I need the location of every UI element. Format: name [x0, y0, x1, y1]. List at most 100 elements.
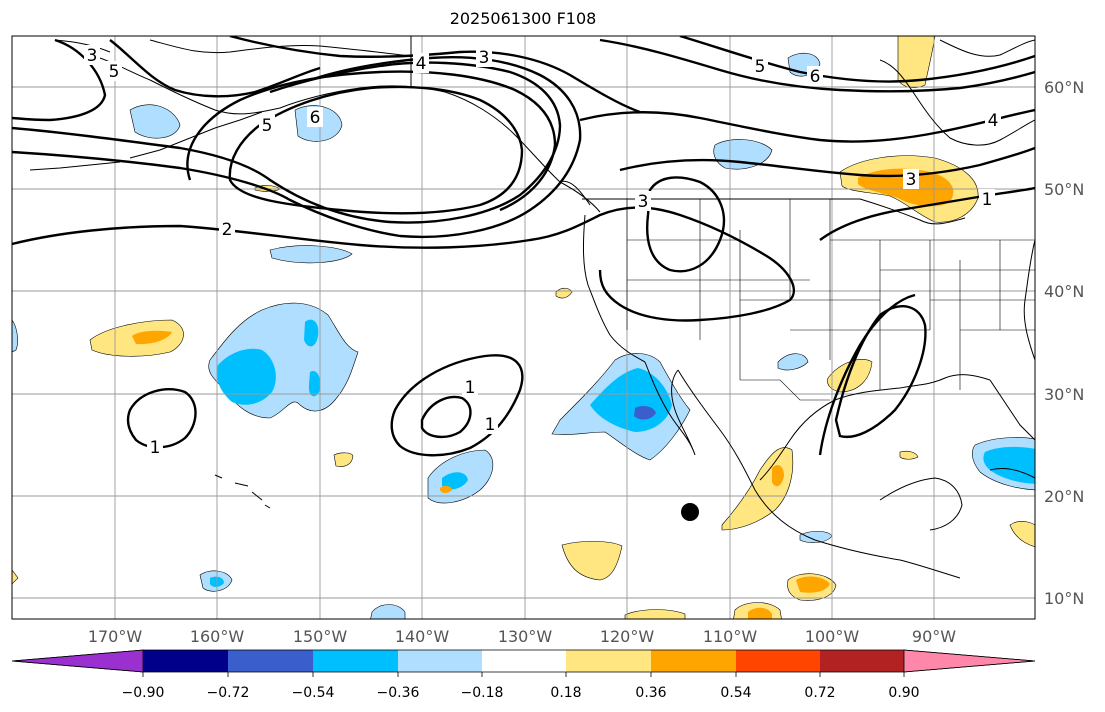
lon-tick: 140°W: [395, 627, 450, 646]
contour-label: 6: [310, 108, 321, 128]
lat-tick: 30°N: [1044, 385, 1084, 404]
contour-label: 5: [109, 62, 120, 82]
anomaly-neg-region: [12, 319, 18, 353]
mexico-coast: [677, 369, 961, 579]
contour-label: 1: [485, 415, 496, 435]
anomaly-pos-region: [1009, 521, 1035, 548]
colorbar-tick: 0.72: [804, 685, 835, 701]
contour-label: 5: [262, 116, 273, 136]
contour-line: [126, 388, 197, 449]
colorbar-bin: [651, 650, 736, 672]
contour-label: 3: [87, 46, 98, 66]
colorbar-bin: [313, 650, 398, 672]
anomaly-pos-core: [772, 465, 784, 487]
anomaly-pos-region: [12, 569, 19, 585]
contour-label: 6: [810, 67, 821, 87]
anomaly-neg-region: [799, 531, 833, 543]
anomaly-neg-region: [216, 348, 276, 405]
lat-tick: 10°N: [1044, 589, 1084, 608]
anomaly-neg-region: [370, 604, 406, 619]
gulf-coast: [759, 374, 991, 481]
contour-label: 4: [416, 54, 427, 74]
baja-california: [644, 361, 696, 456]
yucatan: [879, 477, 963, 531]
anomaly-pos-core: [440, 485, 452, 493]
colorbar-tick: −0.72: [207, 685, 250, 701]
colorbar-extend-high: [903, 649, 1036, 673]
lon-tick: 120°W: [600, 627, 655, 646]
lat-tick: 20°N: [1044, 487, 1084, 506]
cuba: [989, 467, 1035, 479]
contour-label: 5: [755, 57, 766, 77]
contour-line: [579, 108, 1035, 143]
anomaly-pos-region: [561, 541, 623, 581]
lon-tick: 150°W: [293, 627, 348, 646]
anomaly-neg-region: [304, 319, 319, 347]
anomaly-neg-region: [777, 353, 809, 371]
colorbar-tick: 0.18: [550, 685, 581, 701]
anomaly-neg-region: [129, 104, 181, 139]
lon-tick: 170°W: [88, 627, 143, 646]
anomaly-neg-region: [442, 472, 468, 490]
contour-line: [646, 176, 726, 273]
anomaly-neg-region: [308, 370, 321, 397]
colorbar-bin: [482, 650, 566, 672]
lon-tick: 90°W: [912, 627, 956, 646]
anomaly-pos-core: [132, 330, 172, 345]
us-west-coast: [582, 214, 646, 363]
map-content: 3 4 5 5 6 6 5 2 4 3 1 3 1 1 1 3: [12, 36, 1035, 619]
anomaly-neg-region: [269, 245, 353, 264]
anomaly-pos-region: [897, 36, 936, 89]
contour-line: [834, 305, 927, 439]
lat-tick-labels: 60°N 50°N 40°N 30°N 20°N 10°N: [1044, 78, 1084, 608]
colorbar-bin: [398, 650, 482, 672]
contour-line: [420, 395, 472, 439]
contour-label: 4: [988, 111, 999, 131]
anomaly-pos-region: [899, 450, 919, 460]
contour-line: [619, 146, 1035, 178]
colorbar-tick: −0.90: [122, 685, 165, 701]
location-marker: [681, 503, 699, 521]
contour-label: 3: [906, 170, 917, 190]
colorbar-tick: 0.54: [720, 685, 751, 701]
hawaiian-islands: [214, 474, 271, 509]
map-frame: [11, 35, 1036, 620]
contours: [12, 36, 1035, 457]
graticule: [12, 36, 1035, 619]
colorbar-bin: [143, 650, 228, 672]
colorbar-tick: −0.54: [292, 685, 335, 701]
contour-line: [679, 36, 1035, 83]
map-title: 2025061300 F108: [449, 9, 597, 28]
colorbar-tick: 0.90: [888, 685, 919, 701]
contour-label: 3: [479, 48, 490, 68]
anomaly-neg-region: [983, 446, 1035, 484]
contour-line: [229, 36, 641, 114]
lat-tick: 50°N: [1044, 180, 1084, 199]
lon-tick-labels: 170°W 160°W 150°W 140°W 130°W 120°W 110°…: [88, 627, 956, 646]
contour-label: 3: [638, 192, 649, 212]
shaded-anomalies: [12, 36, 1035, 619]
colorbar-bin: [228, 650, 313, 672]
contour-line: [228, 85, 524, 215]
anomaly-pos-region: [624, 609, 686, 619]
coastlines: [29, 36, 1035, 579]
state-borders: [626, 199, 1035, 401]
anomaly-pos-region: [721, 447, 794, 531]
colorbar-tick: 0.36: [635, 685, 666, 701]
lon-tick: 110°W: [703, 627, 758, 646]
lon-tick: 100°W: [805, 627, 860, 646]
contour-line: [12, 206, 795, 322]
contour-label: 2: [222, 220, 233, 240]
colorbar-bin: [820, 650, 904, 672]
colorbar-tick: −0.18: [461, 685, 504, 701]
anomaly-pos-core: [748, 607, 772, 619]
contour-labels: 3 4 5 5 6 6 5 2 4 3 1 3 1 1 1 3: [84, 45, 1001, 458]
florida: [989, 379, 1035, 441]
colorbar-tick: −0.36: [377, 685, 420, 701]
contour-label: 1: [465, 378, 476, 398]
contour-line: [109, 39, 321, 98]
lon-tick: 130°W: [498, 627, 553, 646]
anomaly-pos-region: [555, 287, 573, 299]
contour-line: [599, 38, 1035, 93]
